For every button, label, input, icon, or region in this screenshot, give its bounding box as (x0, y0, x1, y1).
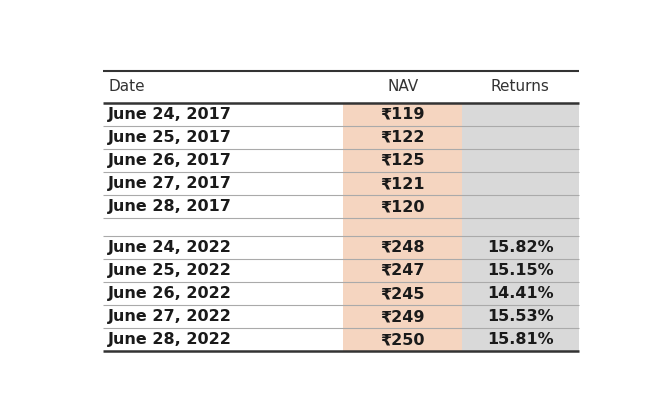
Text: ₹248: ₹248 (380, 240, 425, 255)
Bar (462, 103, 579, 351)
Text: NAV: NAV (387, 79, 418, 94)
Text: June 28, 2017: June 28, 2017 (108, 199, 232, 214)
Text: 15.82%: 15.82% (487, 240, 554, 255)
Text: June 27, 2022: June 27, 2022 (108, 309, 232, 324)
Text: ₹122: ₹122 (380, 130, 425, 145)
Text: June 28, 2022: June 28, 2022 (108, 333, 232, 347)
Text: June 26, 2017: June 26, 2017 (108, 153, 232, 168)
Text: ₹120: ₹120 (380, 199, 425, 214)
Text: 15.15%: 15.15% (487, 263, 554, 278)
Text: June 24, 2022: June 24, 2022 (108, 240, 232, 255)
Text: ₹247: ₹247 (380, 263, 425, 278)
Text: ₹249: ₹249 (380, 309, 425, 324)
Text: June 25, 2022: June 25, 2022 (108, 263, 232, 278)
Text: ₹121: ₹121 (380, 176, 425, 191)
Text: ₹245: ₹245 (380, 286, 425, 301)
Text: ₹250: ₹250 (380, 333, 425, 347)
Text: ₹119: ₹119 (380, 107, 425, 122)
Text: June 25, 2017: June 25, 2017 (108, 130, 232, 145)
Bar (343, 103, 462, 351)
Text: 15.53%: 15.53% (487, 309, 554, 324)
Text: 15.81%: 15.81% (487, 333, 554, 347)
Text: Date: Date (108, 79, 145, 94)
Text: ₹125: ₹125 (380, 153, 425, 168)
Text: 14.41%: 14.41% (487, 286, 554, 301)
Text: Returns: Returns (491, 79, 550, 94)
Text: June 26, 2022: June 26, 2022 (108, 286, 232, 301)
Text: June 27, 2017: June 27, 2017 (108, 176, 232, 191)
Text: June 24, 2017: June 24, 2017 (108, 107, 232, 122)
